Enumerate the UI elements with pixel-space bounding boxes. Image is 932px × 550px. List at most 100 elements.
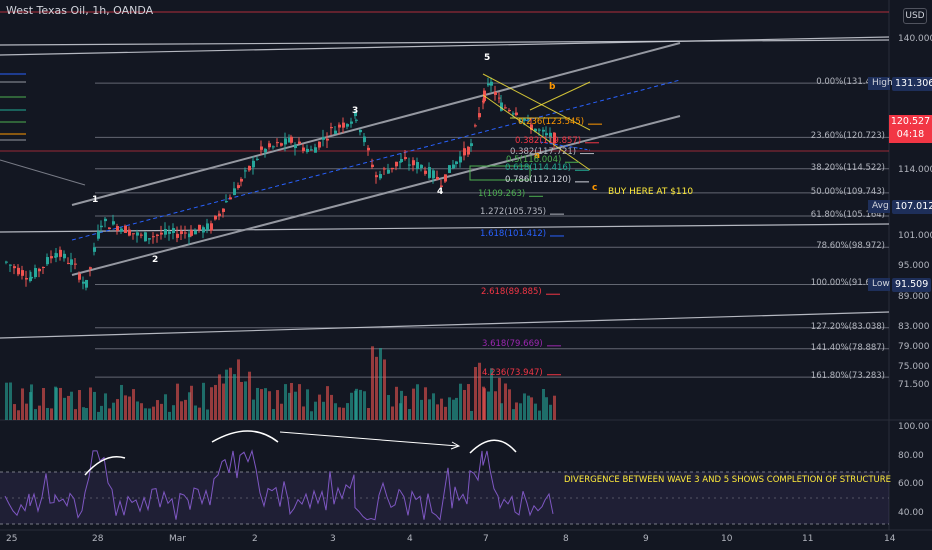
volume-bar [288,392,291,420]
current-price-value: 120.527 [890,116,931,127]
volume-bar [112,402,115,420]
volume-bar [206,409,209,420]
candle-body [404,157,407,159]
volume-bar [500,403,503,420]
fib-extension-label: 0.786(112.120) [505,174,572,185]
candle-body [395,161,398,167]
volume-bar [244,381,247,420]
candle-body [387,169,390,174]
candle-body [74,263,77,265]
candle-body [252,160,255,168]
volume-bar [78,390,81,420]
volume-bar [164,394,167,420]
volume-bar [172,405,175,420]
volume-bar [184,399,187,420]
time-axis-label: 7 [483,534,489,544]
time-axis-label: Mar [169,534,186,544]
time-axis-label: 8 [563,534,569,544]
volume-bar [432,393,435,420]
volume-bar [284,384,287,420]
fib-extension-label: 0.236(123.545) [518,117,585,128]
volume-bar [334,403,337,420]
rsi-axis-label: 100.00 [898,422,930,432]
fib-extension-label: 4.236(73.947) [482,367,543,378]
volume-bars [5,346,556,420]
volume-bar [50,408,53,420]
divergence-annotation: DIVERGENCE BETWEEN WAVE 3 AND 5 SHOWS CO… [564,475,891,485]
candle-body [288,137,291,143]
candle-body [30,276,33,279]
volume-bar [298,384,301,420]
fib-retracement-label: 100.00%(91.611) [810,278,885,289]
volume-bar [38,405,41,420]
volume-bar [306,389,309,420]
volume-bar [440,398,443,420]
candle-body [50,256,53,259]
volume-bar [74,409,77,420]
volume-bar [542,388,545,420]
price-axis-label: 89.000 [898,291,930,302]
fib-retracement-label: 0.00%(131.465) [816,77,885,88]
volume-bar [420,399,423,420]
chart-title: West Texas Oil, 1h, OANDA [6,4,154,17]
candle-body [490,81,493,86]
volume-bar [9,382,12,420]
volume-bar [363,391,366,420]
candle-body [306,148,309,152]
candle-body [124,225,127,234]
candle-body [78,273,81,280]
candle-body [13,266,16,269]
candle-body [89,267,92,269]
volume-bar [128,396,131,420]
candle-body [104,218,107,222]
volume-bar [508,389,511,420]
volume-bar [538,410,541,420]
candle-body [116,226,119,231]
candle-body [112,221,115,225]
volume-bar [233,374,236,420]
fib-extension-label: 3.618(79.669) [482,338,543,349]
volume-bar [237,359,240,420]
volume-bar [132,389,135,420]
volume-bar [375,356,378,420]
candle-body [314,147,317,153]
fib-retracement-label: 50.00%(109.743) [810,186,885,197]
volume-bar [59,387,62,420]
volume-bar [436,404,439,420]
candle-body [184,232,187,234]
candle-body [248,165,251,171]
volume-bar [260,389,263,420]
wave-label-3: 3 [352,106,358,116]
candle-body [210,223,213,231]
rsi-axis-label: 40.00 [898,508,924,518]
candle-body [93,247,96,252]
time-axis-label: 11 [802,534,814,544]
candle-body [5,261,8,263]
candle-body [326,138,329,141]
volume-bar [549,404,552,420]
trend-line [0,36,890,56]
fib-extension-label: 0.382(119.857) [515,135,582,146]
candle-body [334,130,337,134]
currency-button[interactable]: USD [903,8,927,24]
divergence-arc [84,456,126,476]
volume-bar [190,385,193,420]
volume-bar [478,362,481,420]
projection-line [539,141,591,151]
candle-body [432,170,435,179]
wave-label-b: b [549,82,556,92]
volume-bar [46,407,49,420]
candle-body [367,147,370,151]
candle-body [424,170,427,174]
wedge-line [482,73,591,131]
trend-line [0,39,890,46]
wave-label-a: a [534,151,540,161]
candle-body [452,164,455,169]
rsi-line [4,449,554,521]
time-axis-label: 10 [721,534,733,544]
volume-bar [210,387,213,420]
volume-bar [248,371,251,420]
candle-body [408,164,411,166]
candle-body [519,118,522,120]
